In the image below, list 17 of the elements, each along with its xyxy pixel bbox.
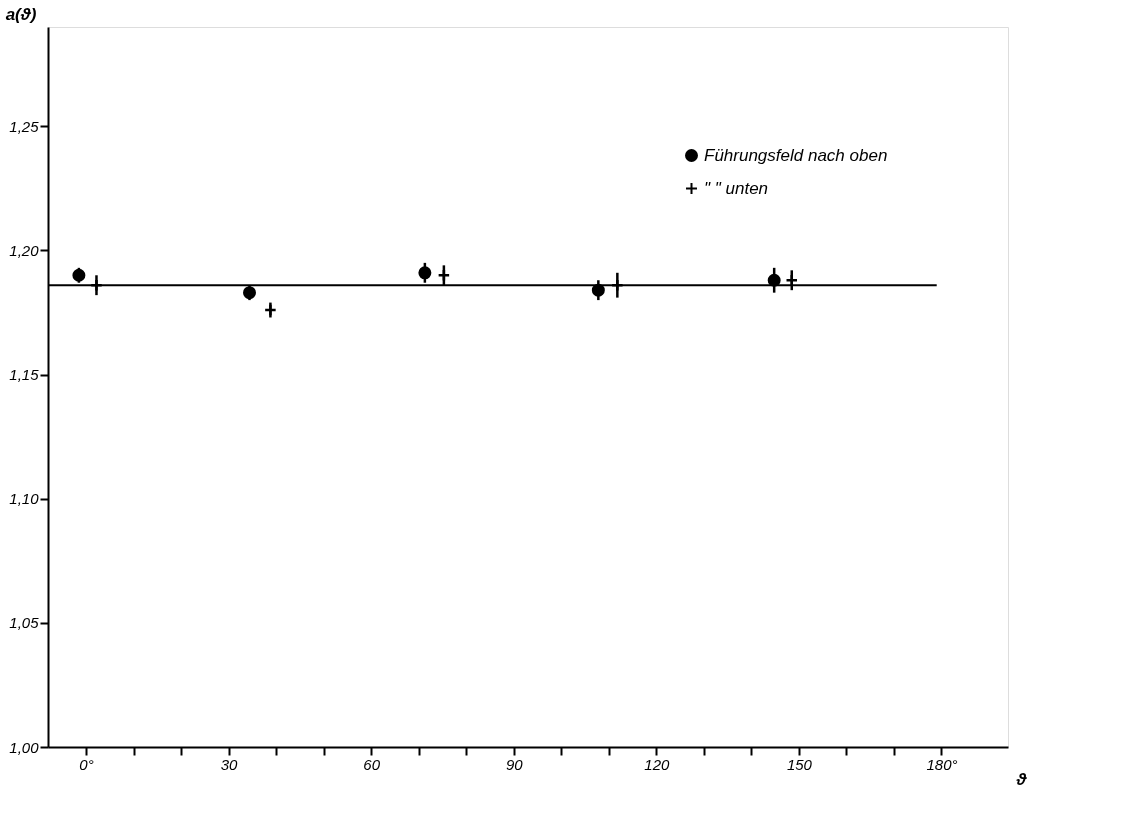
- x-axis-title: ϑ: [1015, 769, 1028, 789]
- legend-label: Führungsfeld nach oben: [704, 145, 888, 165]
- y-tick-label: 1,20: [9, 241, 40, 259]
- x-tick-label: 0°: [79, 755, 94, 773]
- legend-label: " " unten: [704, 178, 769, 198]
- y-tick-label: 1,05: [9, 614, 40, 632]
- x-tick-label: 120: [644, 755, 670, 773]
- y-tick-label: 1,00: [9, 738, 40, 756]
- y-tick-label: 1,10: [9, 490, 40, 508]
- x-tick-label: 150: [786, 755, 813, 773]
- x-tick-label: 90: [505, 755, 524, 773]
- y-tick-label: 1,15: [9, 366, 40, 384]
- x-tick-label: 180°: [926, 755, 958, 773]
- x-tick-label: 30: [220, 755, 239, 773]
- y-tick-label: 1,25: [9, 117, 40, 135]
- x-tick-label: 60: [363, 755, 381, 773]
- y-axis-title: a(ϑ): [5, 4, 37, 24]
